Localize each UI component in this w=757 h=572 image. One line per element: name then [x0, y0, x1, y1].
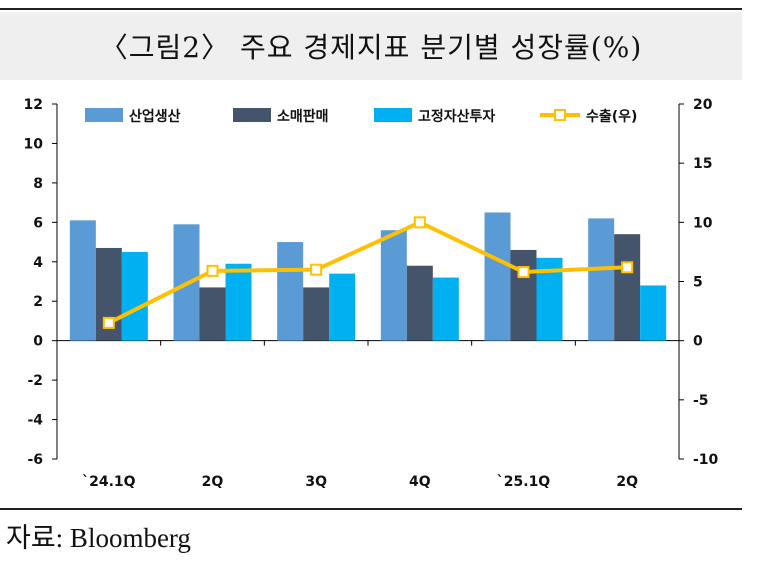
bar-fixed-asset-investment [121, 251, 148, 341]
legend-industrial-production-swatch [85, 108, 123, 122]
exports-point [102, 316, 115, 329]
source-note: 자료: Bloomberg [6, 523, 191, 553]
chart-svg: -6 -4 -2 0 2 4 6 8 10 12 -10 -5 0 5 10 15 20 `24.1Q 2Q 3Q 4Q… [24, 97, 719, 490]
exports-point [413, 216, 426, 229]
left-tick-label: 2 [33, 294, 43, 310]
legend-retail-sales-swatch [233, 108, 271, 122]
bar-industrial-production [69, 220, 96, 341]
right-tick-label: 10 [693, 215, 713, 231]
bar-retail-sales [510, 249, 537, 341]
right-tick-label: 20 [693, 97, 713, 113]
left-tick-label: -4 [27, 413, 43, 429]
chart-area: -6 -4 -2 0 2 4 6 8 10 12 -10 -5 0 5 10 15 20 `24.1Q 2Q 3Q 4Q… [0, 80, 742, 508]
bar-retail-sales [303, 287, 330, 341]
exports-point [310, 263, 323, 276]
left-tick-label: -2 [27, 373, 43, 389]
bar-fixed-asset-investment [329, 273, 356, 341]
left-tick-label: 10 [24, 136, 44, 152]
left-tick-label: 4 [33, 255, 43, 271]
bottom-rule [0, 508, 742, 510]
x-tick-label: `25.1Q [497, 474, 551, 490]
bar-fixed-asset-investment [640, 285, 667, 341]
right-tick-label: 5 [693, 275, 703, 291]
exports-point [621, 261, 634, 274]
x-tick-label: 2Q [616, 474, 638, 490]
legend-industrial-production-label: 산업생산 [129, 108, 181, 125]
bar-industrial-production [277, 242, 304, 341]
right-tick-label: -5 [693, 393, 709, 409]
x-tick-label: 3Q [305, 474, 327, 490]
left-tick-label: 6 [33, 215, 43, 231]
left-tick-label: 12 [24, 97, 43, 113]
bar-fixed-asset-investment [432, 277, 459, 341]
x-tick-label: 4Q [409, 474, 431, 490]
left-tick-label: 8 [33, 176, 43, 192]
right-tick-label: 15 [693, 156, 712, 172]
exports-point [517, 266, 530, 279]
legend-exports-label: 수출(우) [586, 108, 637, 125]
exports-point [206, 264, 219, 277]
bar-retail-sales [199, 287, 226, 341]
x-tick-label: 2Q [202, 474, 224, 490]
legend-retail-sales-label: 소매판매 [277, 109, 329, 125]
title-banner: 〈그림2〉 주요 경제지표 분기별 성장률(%) [0, 12, 742, 80]
chart-title: 〈그림2〉 주요 경제지표 분기별 성장률(%) [99, 31, 643, 64]
bar-industrial-production [380, 230, 407, 341]
right-tick-label: -10 [693, 452, 719, 468]
bar-industrial-production [484, 212, 511, 341]
exports-line [107, 220, 628, 325]
top-rule [0, 8, 742, 10]
bar-industrial-production [588, 218, 615, 341]
legend-exports-swatch-marker [554, 109, 566, 121]
left-tick-label: 0 [33, 334, 43, 350]
right-tick-label: 0 [693, 334, 703, 350]
bar-fixed-asset-investment [225, 263, 252, 341]
bar-retail-sales [614, 234, 641, 341]
bar-retail-sales [406, 265, 433, 341]
x-tick-label: `24.1Q [82, 474, 136, 490]
legend-fixed-asset-investment-swatch [374, 108, 412, 122]
left-tick-label: -6 [27, 452, 43, 468]
legend-fixed-asset-investment-label: 고정자산투자 [418, 108, 495, 125]
